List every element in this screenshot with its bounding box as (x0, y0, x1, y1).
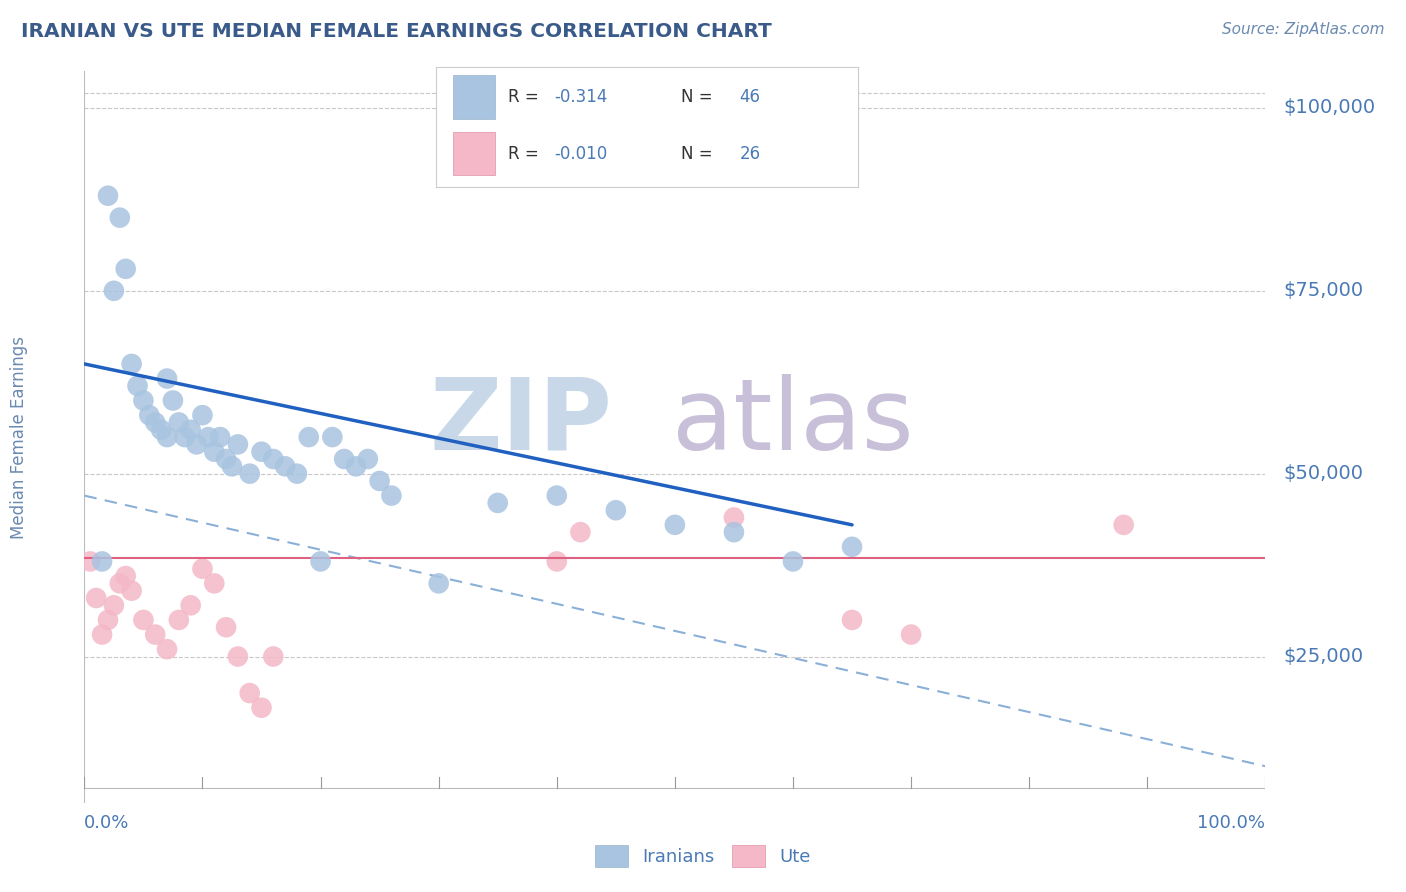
Text: Median Female Earnings: Median Female Earnings (10, 335, 28, 539)
Point (215, 620, 238, 634)
Point (357, 452, 380, 467)
Text: $50,000: $50,000 (1284, 464, 1362, 483)
Point (132, 393, 155, 408)
Text: R =: R = (508, 88, 544, 106)
Point (121, 357, 143, 371)
Text: -0.314: -0.314 (554, 88, 607, 106)
Point (180, 599, 202, 613)
Text: -0.010: -0.010 (554, 145, 607, 162)
Text: 26: 26 (740, 145, 761, 162)
Point (202, 576, 225, 591)
Point (226, 437, 249, 451)
Point (132, 613, 155, 627)
Point (156, 371, 179, 385)
Point (197, 430, 219, 444)
Point (285, 467, 308, 481)
Point (173, 430, 195, 444)
Point (186, 437, 208, 451)
Point (546, 489, 568, 503)
Point (841, 613, 863, 627)
Point (262, 452, 284, 467)
Text: N =: N = (681, 145, 717, 162)
Point (321, 430, 343, 444)
Point (114, 569, 136, 583)
Point (91, 554, 114, 568)
Point (167, 613, 190, 627)
Bar (453, 75, 495, 119)
Point (309, 554, 332, 568)
Point (97, 613, 120, 627)
Point (250, 700, 273, 714)
Text: 100.0%: 100.0% (1198, 814, 1265, 831)
Point (215, 452, 238, 467)
Point (180, 423, 202, 437)
Point (380, 489, 402, 503)
Point (723, 525, 745, 540)
Point (782, 554, 804, 568)
Point (202, 444, 225, 458)
Point (143, 416, 166, 430)
Point (546, 554, 568, 568)
Text: N =: N = (681, 88, 717, 106)
Point (664, 517, 686, 532)
Point (368, 474, 391, 488)
Point (167, 416, 190, 430)
Text: 46: 46 (740, 88, 761, 106)
Text: ZIP: ZIP (430, 374, 613, 471)
Point (91, 627, 114, 641)
Point (191, 562, 214, 576)
Text: IRANIAN VS UTE MEDIAN FEMALE EARNINGS CORRELATION CHART: IRANIAN VS UTE MEDIAN FEMALE EARNINGS CO… (21, 22, 772, 41)
Point (569, 525, 592, 540)
Point (723, 510, 745, 524)
Point (191, 408, 214, 422)
Point (162, 393, 184, 408)
Point (156, 430, 179, 444)
Point (900, 627, 922, 641)
Text: $25,000: $25,000 (1284, 647, 1364, 666)
Point (239, 686, 262, 700)
Point (486, 496, 509, 510)
Text: R =: R = (508, 145, 544, 162)
Point (114, 261, 136, 276)
Point (84, 591, 107, 605)
Point (143, 627, 166, 641)
Point (605, 503, 627, 517)
Point (262, 649, 284, 664)
Point (209, 430, 232, 444)
Point (108, 211, 131, 225)
Point (156, 642, 179, 657)
Point (103, 284, 125, 298)
Point (841, 540, 863, 554)
Point (1112, 517, 1135, 532)
Bar (453, 132, 495, 175)
Point (427, 576, 450, 591)
Point (239, 467, 262, 481)
Point (333, 452, 356, 467)
Text: 0.0%: 0.0% (84, 814, 129, 831)
Point (103, 599, 125, 613)
Point (150, 423, 173, 437)
Point (97, 188, 120, 202)
Point (121, 583, 143, 598)
Point (226, 649, 249, 664)
Point (344, 459, 367, 474)
Point (108, 576, 131, 591)
Point (274, 459, 297, 474)
Legend: Iranians, Ute: Iranians, Ute (588, 838, 818, 874)
Point (298, 430, 321, 444)
Text: $100,000: $100,000 (1284, 98, 1375, 118)
Point (138, 408, 160, 422)
Text: Source: ZipAtlas.com: Source: ZipAtlas.com (1222, 22, 1385, 37)
Point (250, 444, 273, 458)
Point (127, 379, 149, 393)
Point (221, 459, 243, 474)
Text: atlas: atlas (672, 374, 914, 471)
Text: $75,000: $75,000 (1284, 281, 1364, 301)
Point (79, 554, 101, 568)
